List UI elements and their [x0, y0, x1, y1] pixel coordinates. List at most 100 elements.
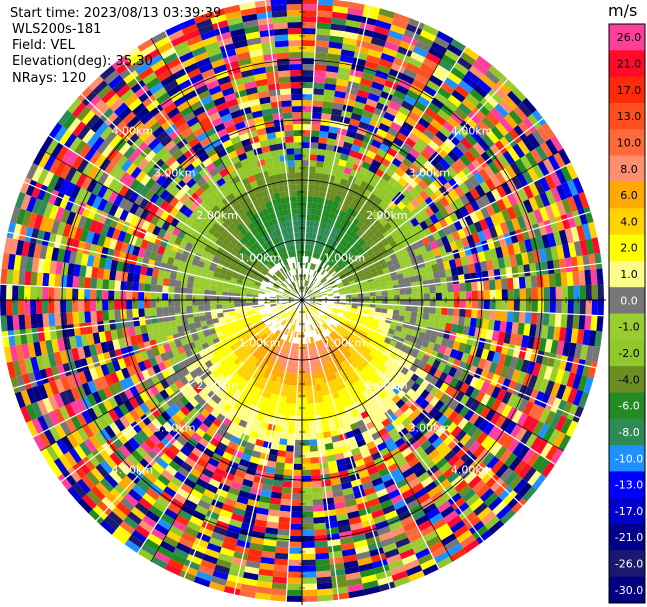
radar-gate: [30, 356, 40, 372]
radar-gate: [77, 86, 93, 102]
radar-gate: [434, 314, 442, 322]
radar-gate: [128, 326, 136, 337]
radar-gate: [357, 346, 365, 354]
radar-gate: [286, 366, 292, 374]
radar-gate: [276, 303, 283, 306]
radar-gate: [308, 178, 315, 185]
radar-gate: [463, 408, 475, 422]
radar-gate: [276, 330, 282, 337]
radar-gate: [120, 241, 129, 253]
radar-gate: [184, 163, 195, 174]
radar-gate: [97, 185, 108, 199]
radar-gate: [168, 128, 181, 140]
radar-gate: [469, 497, 484, 512]
radar-gate: [432, 410, 444, 422]
radar-gate: [276, 456, 286, 464]
radar-gate: [320, 413, 328, 421]
radar-gate: [25, 403, 38, 421]
radar-gate: [181, 564, 199, 577]
radar-gate: [102, 279, 110, 290]
radar-gate: [45, 138, 59, 155]
radar-gate: [500, 509, 516, 525]
radar-gate: [283, 304, 289, 308]
radar-gate: [99, 428, 112, 443]
radar-gate: [468, 441, 481, 454]
radar-gate: [218, 258, 226, 265]
radar-gate: [59, 179, 71, 195]
radar-gate: [198, 167, 210, 178]
radar-gate: [126, 281, 133, 292]
radar-gate: [313, 522, 326, 530]
radar-gate: [79, 265, 87, 278]
radar-gate: [123, 356, 133, 368]
radar-gate: [522, 486, 537, 503]
radar-gate: [197, 210, 207, 220]
radar-gate: [345, 322, 352, 328]
radar-gate: [387, 559, 404, 571]
radar-gate: [535, 324, 543, 338]
radar-gate: [167, 558, 184, 571]
radar-gate: [188, 202, 198, 212]
radar-gate: [293, 451, 302, 458]
radar-gate: [540, 442, 554, 458]
radar-gate: [88, 344, 98, 357]
radar-gate: [240, 287, 248, 292]
radar-gate: [84, 311, 92, 323]
radar-gate: [327, 348, 333, 356]
radar-gate: [406, 378, 416, 389]
radar-gate: [501, 378, 512, 392]
radar-gate: [286, 341, 291, 349]
radar-gate: [468, 412, 480, 425]
radar-gate: [405, 421, 416, 433]
radar-gate: [206, 319, 214, 326]
radar-gate: [459, 394, 470, 406]
radar-gate: [350, 447, 361, 456]
radar-gate: [234, 266, 242, 273]
radar-gate: [450, 548, 467, 562]
radar-gate: [548, 313, 556, 327]
radar-gate: [290, 511, 302, 518]
radar-gate: [343, 325, 351, 331]
radar-gate: [446, 515, 462, 529]
radar-gate: [149, 251, 158, 261]
radar-gate: [393, 408, 404, 419]
radar-gate: [404, 310, 412, 318]
radar-gate: [41, 231, 51, 246]
radar-gate: [39, 368, 49, 385]
radar-gate: [404, 452, 416, 463]
radar-gate: [151, 347, 161, 357]
radar-gate: [302, 421, 309, 428]
radar-gate: [198, 305, 205, 311]
radar-gate: [435, 523, 451, 536]
radar-gate: [560, 370, 571, 386]
radar-gate: [236, 231, 245, 240]
radar-gate: [73, 444, 87, 460]
radar-gate: [253, 258, 261, 265]
radar-gate: [87, 164, 99, 179]
radar-gate: [157, 474, 171, 487]
radar-gate: [54, 287, 61, 300]
radar-gate: [366, 535, 381, 546]
radar-gate: [288, 166, 296, 173]
radar-gate: [553, 431, 566, 448]
radar-gate: [223, 332, 231, 339]
radar-gate: [396, 371, 406, 381]
radar-gate: [352, 333, 359, 340]
radar-gate: [200, 320, 208, 327]
radar-gate: [64, 388, 76, 404]
radar-gate: [316, 16, 332, 24]
radar-gate: [468, 457, 482, 472]
radar-gate: [168, 293, 175, 300]
radar-gate: [124, 539, 141, 554]
radar-gate: [347, 510, 360, 520]
radar-gate: [544, 338, 553, 353]
radar-gate: [517, 322, 525, 335]
radar-gate: [318, 377, 325, 385]
radar-gate: [312, 402, 320, 410]
radar-gate: [54, 300, 61, 313]
radar-gate: [302, 166, 309, 173]
radar-gate: [387, 390, 397, 400]
radar-gate: [184, 526, 199, 538]
radar-gate: [443, 347, 453, 357]
radar-gate: [316, 390, 323, 397]
